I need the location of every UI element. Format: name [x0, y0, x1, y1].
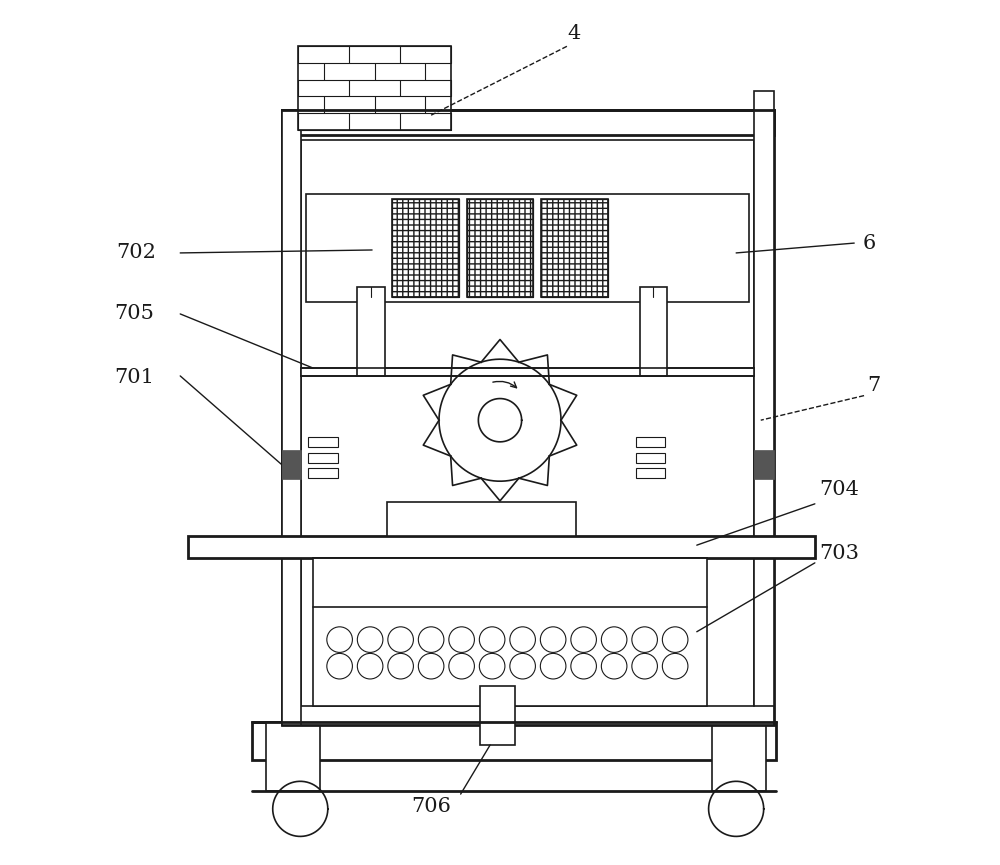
Bar — [308, 469, 338, 478]
Text: 7: 7 — [867, 376, 881, 395]
Bar — [282, 110, 774, 725]
Text: 702: 702 — [116, 243, 156, 262]
Bar — [467, 199, 533, 298]
Bar — [467, 199, 533, 298]
Bar — [252, 722, 776, 759]
Bar — [392, 199, 459, 298]
Bar — [541, 199, 608, 298]
Text: 704: 704 — [820, 479, 859, 498]
Bar — [392, 199, 459, 298]
Bar — [308, 437, 338, 446]
Text: 701: 701 — [114, 368, 154, 388]
Bar — [298, 47, 451, 130]
Bar — [301, 368, 754, 376]
Bar — [712, 722, 766, 791]
Bar — [636, 469, 665, 478]
Text: 705: 705 — [114, 304, 154, 324]
Bar — [266, 722, 320, 791]
Bar — [282, 450, 301, 479]
Bar — [640, 287, 667, 376]
Bar — [282, 110, 774, 135]
Text: 706: 706 — [411, 798, 451, 817]
Text: 703: 703 — [819, 543, 859, 562]
Bar — [308, 452, 338, 463]
Bar — [636, 452, 665, 463]
Bar — [541, 199, 608, 298]
Bar — [467, 199, 533, 298]
Bar — [282, 110, 301, 725]
Bar — [754, 450, 774, 479]
Bar — [392, 199, 459, 298]
Bar — [480, 686, 515, 745]
Bar — [636, 437, 665, 446]
Bar — [541, 199, 608, 298]
Text: 4: 4 — [567, 24, 580, 43]
Text: 6: 6 — [862, 234, 876, 253]
Bar — [188, 536, 815, 558]
Bar — [313, 558, 707, 706]
Bar — [306, 194, 749, 302]
Bar — [387, 502, 576, 536]
Bar — [301, 140, 754, 706]
Bar — [357, 287, 385, 376]
Bar — [754, 91, 774, 706]
